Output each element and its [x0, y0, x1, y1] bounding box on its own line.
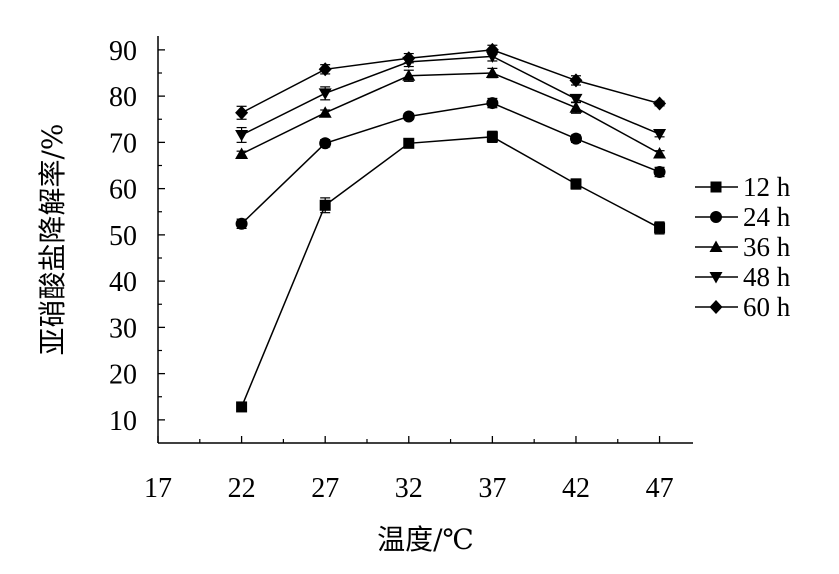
legend-marker — [709, 300, 723, 314]
data-point — [569, 101, 583, 113]
series-group — [235, 42, 667, 413]
data-point — [569, 73, 583, 88]
series-line — [241, 102, 660, 225]
series-36h — [235, 66, 667, 159]
x-tick-label: 27 — [311, 473, 339, 504]
y-tick-label: 60 — [109, 175, 137, 206]
legend-item: 48 h — [695, 262, 791, 292]
legend-label: 60 h — [743, 292, 791, 322]
y-tick-label: 30 — [109, 313, 137, 344]
data-point — [402, 110, 415, 123]
legend-marker — [709, 240, 723, 252]
series-line — [241, 49, 660, 114]
legend-label: 48 h — [743, 262, 791, 292]
data-point — [569, 93, 583, 106]
legend-item: 36 h — [695, 232, 791, 262]
x-tick-label: 32 — [395, 473, 423, 504]
legend-label: 12 h — [743, 172, 791, 202]
data-point — [653, 165, 666, 178]
data-point — [402, 69, 416, 81]
data-point — [653, 146, 667, 159]
series-24h — [235, 97, 666, 230]
legend-item: 60 h — [695, 292, 791, 322]
x-tick-label: 22 — [228, 473, 256, 504]
data-point — [486, 131, 498, 143]
data-point — [654, 222, 666, 234]
y-tick-label: 70 — [109, 128, 137, 159]
data-point — [235, 129, 249, 142]
x-tick-label: 42 — [562, 473, 590, 504]
y-axis-title: 亚硝酸盐降解率/% — [36, 123, 69, 355]
series-line — [240, 136, 660, 408]
series-12h — [236, 130, 666, 413]
data-point — [318, 62, 332, 77]
legend-label: 36 h — [743, 232, 791, 262]
x-tick-label: 47 — [646, 473, 674, 504]
data-point — [235, 147, 249, 159]
data-point — [235, 217, 248, 230]
data-point — [319, 137, 332, 150]
data-point — [318, 106, 332, 118]
legend-marker — [710, 211, 722, 223]
series-line — [241, 55, 660, 136]
x-tick-label: 37 — [478, 473, 506, 504]
data-point — [485, 42, 499, 57]
legend: 12 h24 h36 h48 h60 h — [695, 172, 791, 322]
data-point — [486, 97, 499, 110]
legend-item: 12 h — [695, 172, 791, 202]
data-point — [236, 401, 248, 413]
axes — [157, 36, 693, 444]
data-point — [569, 132, 582, 145]
series-60h — [235, 42, 667, 120]
data-point — [318, 88, 332, 100]
y-tick-label: 40 — [109, 267, 137, 298]
data-point — [485, 66, 499, 78]
y-tick-label: 50 — [109, 221, 137, 252]
data-point — [319, 199, 331, 211]
series-line — [241, 72, 660, 155]
data-point — [653, 96, 667, 111]
legend-item: 24 h — [695, 202, 791, 232]
y-tick-label: 90 — [109, 36, 137, 67]
y-tick-label: 80 — [109, 82, 137, 113]
y-tick-label: 10 — [109, 406, 137, 437]
y-tick-label: 20 — [109, 360, 137, 391]
legend-marker — [709, 272, 723, 284]
data-point — [402, 51, 416, 66]
data-point — [653, 129, 667, 141]
series-48h — [235, 51, 667, 143]
data-point — [570, 178, 582, 190]
x-axis-title: 温度/℃ — [377, 523, 474, 556]
legend-label: 24 h — [743, 202, 791, 232]
x-tick-label: 17 — [144, 473, 172, 504]
data-point — [403, 137, 415, 149]
legend-marker — [710, 181, 722, 193]
ticks: 17 22 27 32 37 42 47 10 20 30 40 50 60 70 80 90 — [109, 36, 674, 504]
data-point — [235, 105, 249, 120]
